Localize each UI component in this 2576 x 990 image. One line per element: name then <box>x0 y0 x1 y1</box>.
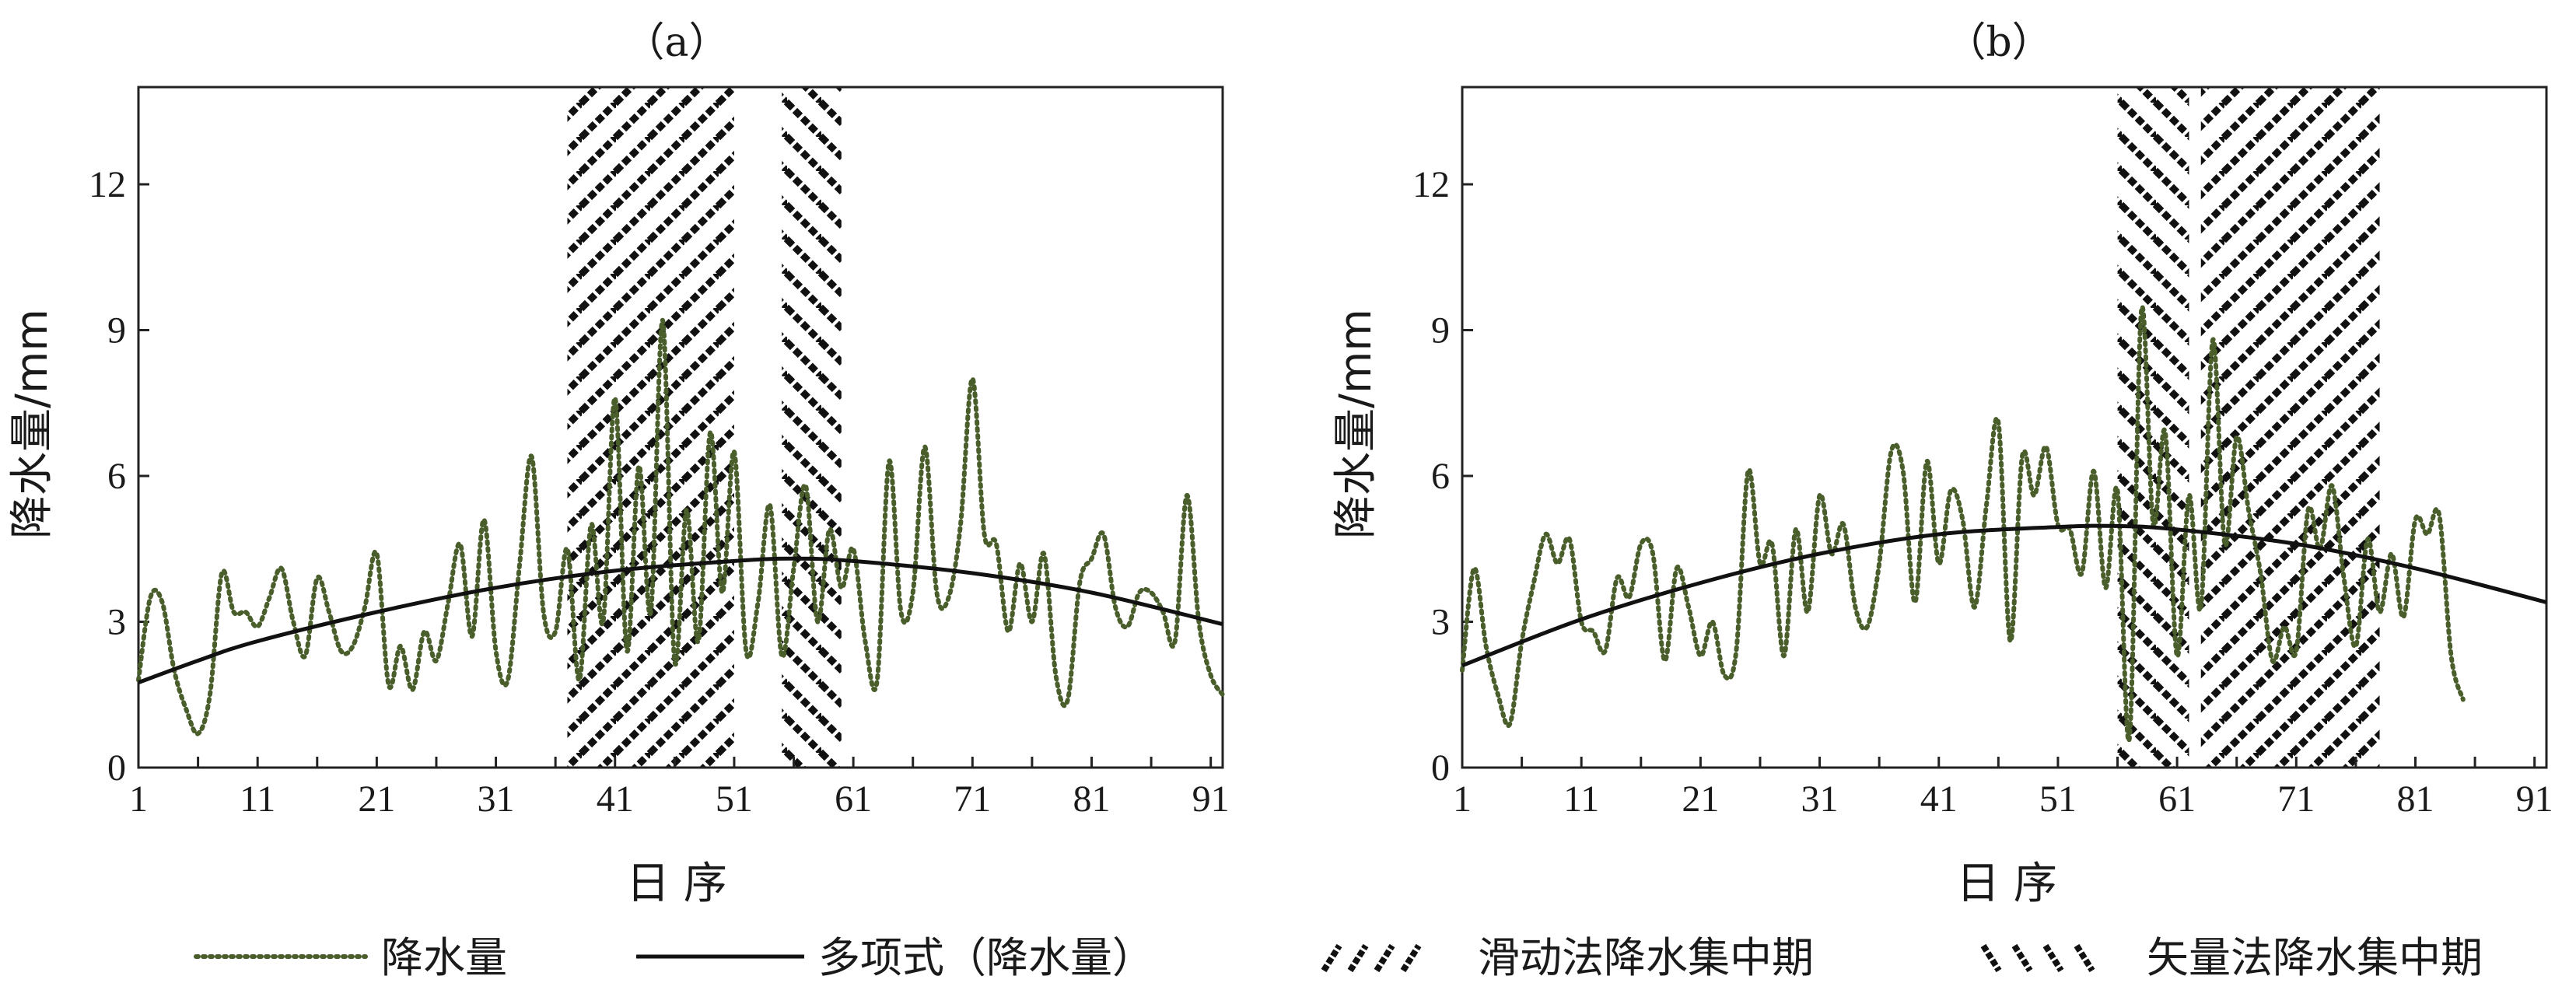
legend-poly-label: 多项式（降水量） <box>818 933 1154 982</box>
y-tick-label: 3 <box>107 602 126 643</box>
x-tick-label: 51 <box>716 778 753 820</box>
y-tick-label: 9 <box>1431 310 1450 352</box>
a-poly-line <box>138 556 1223 684</box>
a-plot-frame <box>137 86 1224 769</box>
legend-precip-label: 降水量 <box>381 933 507 982</box>
legend-vector-label: 矢量法降水集中期 <box>2147 933 2483 982</box>
b-precip-line <box>1460 305 2466 743</box>
vector-period-band <box>782 87 842 768</box>
y-tick-label: 6 <box>107 456 126 497</box>
x-tick-label: 31 <box>1801 778 1839 820</box>
vector-period-band <box>2117 87 2189 768</box>
legend-sliding-swatch <box>1321 943 1422 973</box>
x-tick-label: 41 <box>597 778 634 820</box>
b-ylabel: 降水量/mm <box>1331 309 1381 539</box>
b-period-bands <box>2117 87 2380 768</box>
x-tick-label: 21 <box>358 778 395 820</box>
x-tick-label: 91 <box>1192 778 1230 820</box>
x-tick-label: 91 <box>2516 778 2553 820</box>
x-tick-label: 81 <box>1073 778 1110 820</box>
x-tick-label: 41 <box>1920 778 1958 820</box>
x-tick-label: 61 <box>2158 778 2196 820</box>
x-tick-label: 71 <box>954 778 991 820</box>
a-period-bands <box>567 87 842 768</box>
a-ylabel: 降水量/mm <box>7 309 58 539</box>
x-tick-label: 31 <box>478 778 515 820</box>
b-xlabel: 日 序 <box>1956 859 2057 909</box>
x-tick-label: 11 <box>240 778 275 820</box>
b-poly-line <box>1461 523 2547 668</box>
panel-b-title: （b） <box>1945 19 2052 66</box>
x-tick-label: 21 <box>1682 778 1719 820</box>
sliding-period-band <box>567 87 734 768</box>
panel-a-title: （a） <box>624 19 729 66</box>
x-tick-label: 61 <box>835 778 872 820</box>
y-tick-label: 6 <box>1431 456 1450 497</box>
legend: 降水量 多项式（降水量） 滑动法降水集中期 矢量法降水集中期 <box>194 933 2483 982</box>
x-tick-label: 11 <box>1563 778 1599 820</box>
y-tick-label: 12 <box>1412 164 1450 205</box>
a-xlabel: 日 序 <box>626 859 727 909</box>
y-tick-label: 0 <box>1431 747 1450 789</box>
x-tick-label: 81 <box>2396 778 2434 820</box>
x-tick-label: 51 <box>2039 778 2077 820</box>
y-tick-label: 3 <box>1431 602 1450 643</box>
y-tick-label: 12 <box>89 164 126 205</box>
legend-vector-swatch <box>1980 943 2095 973</box>
x-tick-label: 1 <box>129 778 148 820</box>
a-precip-line <box>136 317 1225 736</box>
x-tick-label: 1 <box>1453 778 1472 820</box>
legend-sliding-label: 滑动法降水集中期 <box>1478 933 1814 982</box>
y-tick-label: 9 <box>107 310 126 352</box>
y-tick-label: 0 <box>107 747 126 789</box>
x-tick-label: 71 <box>2277 778 2315 820</box>
b-plot-frame <box>1461 86 2548 769</box>
sliding-period-band <box>2200 87 2380 768</box>
